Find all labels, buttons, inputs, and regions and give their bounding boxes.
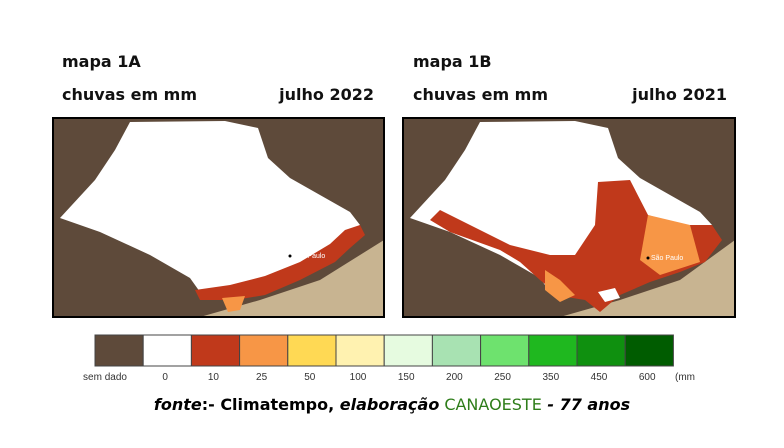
source: fonte:- Climatempo, elaboração CANAOESTE … [154,395,630,414]
legend-label: 0 [162,372,168,383]
legend-swatch [142,334,192,367]
source-part: elaboração [340,395,440,414]
legend-label: 250 [494,372,511,383]
map-date: julho 2021 [631,85,727,104]
map: São Paulo [402,117,736,318]
legend-swatch [94,334,144,367]
legend-label: 600 [639,372,656,383]
legend-label: sem dado [83,372,127,383]
legend-swatch [287,334,337,367]
map-subtitle: chuvas em mm [413,85,548,104]
legend-label: 50 [304,372,316,383]
source-part: fonte [154,395,202,414]
city-label: São Paulo [651,255,683,262]
legend-label: 25 [256,372,268,383]
map-title: mapa 1B [413,52,492,71]
map-title: mapa 1A [62,52,141,71]
legend-label: 10 [208,372,220,383]
source-part: :- Climatempo, [202,395,340,414]
legend-swatch [190,334,241,367]
legend-label: 200 [446,372,463,383]
legend-swatch [335,334,385,367]
legend-swatch [431,334,482,367]
legend-swatch [480,334,530,367]
map: São Paulo [52,117,385,318]
city-label: São Paulo [293,253,325,260]
legend: sem dado 0 10 25 50 100 150 200 250 350 450 600 [83,334,674,383]
source-part: CANAOESTE [444,395,542,414]
legend-label: 350 [542,372,559,383]
legend-label: 450 [591,372,608,383]
legend-swatch [239,334,289,367]
legend-label: 150 [398,372,415,383]
legend-swatch [528,334,578,367]
legend-swatch [624,334,674,367]
source-part: - 77 anos [542,395,630,414]
legend-unit: (mm [675,372,695,383]
legend-label: 100 [350,372,367,383]
map-subtitle: chuvas em mm [62,85,197,104]
legend-swatch [576,334,626,367]
map-date: julho 2022 [278,85,374,104]
legend-swatch [383,334,433,367]
